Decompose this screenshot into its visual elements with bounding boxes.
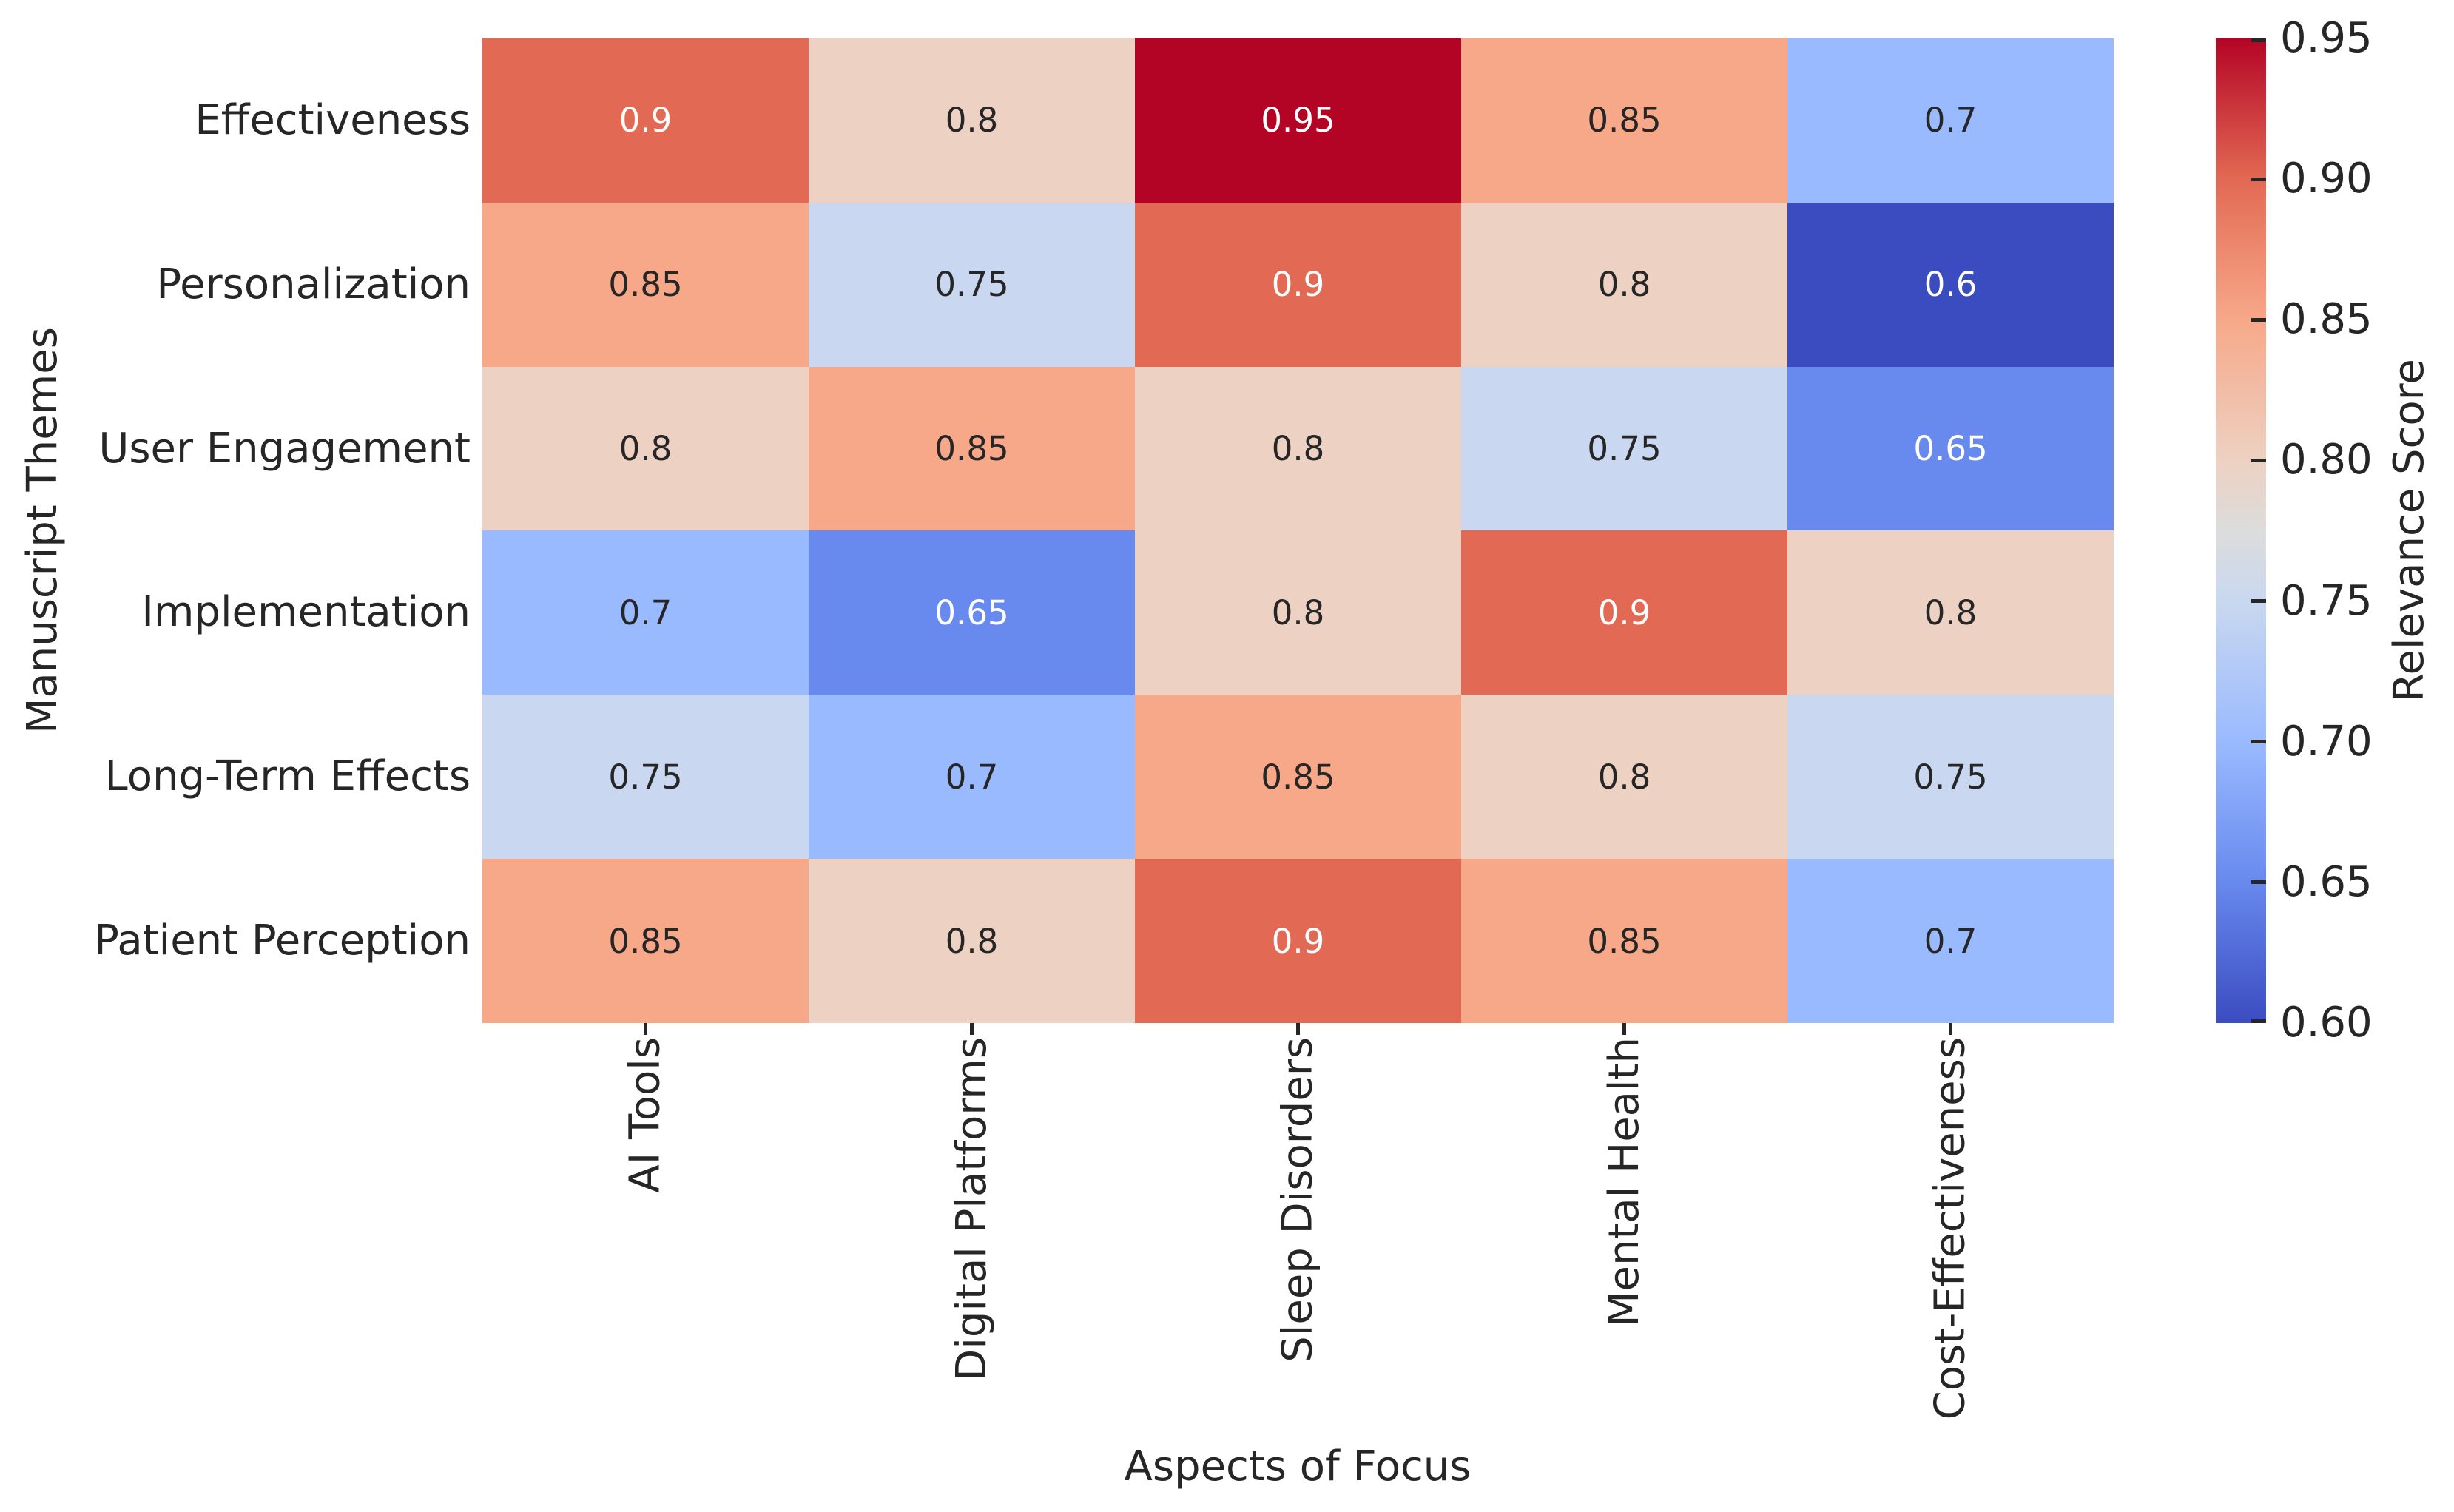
- heatmap-cell-1-0: 0.85: [482, 202, 809, 367]
- x-tick-mark: [1296, 1023, 1300, 1035]
- heatmap-cell-4-1: 0.7: [809, 695, 1135, 860]
- heatmap-cell-3-1: 0.65: [809, 530, 1135, 695]
- x-tick-label: Digital Platforms: [947, 1037, 996, 1381]
- y-tick-label: Implementation: [141, 588, 471, 637]
- heatmap-cell-4-4: 0.75: [1787, 695, 2114, 860]
- cell-value: 0.75: [1913, 757, 1988, 797]
- heatmap-cell-4-0: 0.75: [482, 695, 809, 860]
- x-tick-label: Mental Health: [1600, 1037, 1648, 1327]
- heatmap-cell-0-3: 0.85: [1461, 38, 1787, 203]
- cell-value: 0.9: [1597, 593, 1651, 632]
- cell-value: 0.85: [608, 265, 683, 305]
- heatmap-cell-2-0: 0.8: [482, 366, 809, 531]
- cell-value: 0.8: [945, 101, 999, 141]
- heatmap-cell-5-0: 0.85: [482, 859, 809, 1023]
- cell-value: 0.8: [1597, 265, 1651, 305]
- heatmap-cell-3-2: 0.8: [1135, 530, 1461, 695]
- colorbar-tick-mark: [2251, 458, 2266, 462]
- heatmap-cell-2-1: 0.85: [809, 366, 1135, 531]
- cell-value: 0.85: [1261, 757, 1335, 797]
- y-tick-label: Long-Term Effects: [104, 752, 471, 801]
- cell-value: 0.85: [608, 921, 683, 961]
- y-tick-label: Patient Perception: [94, 917, 471, 965]
- heatmap-cell-1-4: 0.6: [1787, 202, 2114, 367]
- colorbar-tick-mark: [2251, 1019, 2266, 1023]
- heatmap-cell-3-4: 0.8: [1787, 530, 2114, 695]
- cell-value: 0.6: [1924, 265, 1978, 305]
- cell-value: 0.75: [608, 757, 683, 797]
- x-tick-mark: [1622, 1023, 1626, 1035]
- heatmap-cell-2-3: 0.75: [1461, 366, 1787, 531]
- colorbar-tick-label: 0.80: [2280, 436, 2373, 485]
- colorbar-tick-mark: [2251, 38, 2266, 42]
- heatmap-cell-0-0: 0.9: [482, 38, 809, 203]
- colorbar-tick-label: 0.85: [2280, 295, 2373, 344]
- x-tick-label: Sleep Disorders: [1273, 1037, 1322, 1363]
- colorbar-tick-mark: [2251, 740, 2266, 744]
- y-tick-label: Personalization: [156, 260, 471, 308]
- cell-value: 0.8: [1597, 757, 1651, 797]
- heatmap-cell-0-4: 0.7: [1787, 38, 2114, 203]
- cell-value: 0.7: [945, 757, 999, 797]
- heatmap-cell-3-3: 0.9: [1461, 530, 1787, 695]
- cell-value: 0.8: [945, 921, 999, 961]
- heatmap-cell-0-1: 0.8: [809, 38, 1135, 203]
- cell-value: 0.9: [618, 101, 673, 141]
- colorbar-tick-mark: [2251, 599, 2266, 604]
- heatmap-cell-5-1: 0.8: [809, 859, 1135, 1023]
- cell-value: 0.7: [1924, 921, 1978, 961]
- heatmap-cell-2-4: 0.65: [1787, 366, 2114, 531]
- heatmap-cell-1-1: 0.75: [809, 202, 1135, 367]
- heatmap-cell-2-2: 0.8: [1135, 366, 1461, 531]
- colorbar-tick-label: 0.95: [2280, 14, 2373, 62]
- x-tick-label: AI Tools: [621, 1037, 670, 1193]
- x-tick-label: Cost-Effectiveness: [1926, 1037, 1975, 1420]
- x-tick-mark: [970, 1023, 974, 1035]
- cell-value: 0.8: [618, 429, 673, 469]
- heatmap-cell-5-4: 0.7: [1787, 859, 2114, 1023]
- cell-value: 0.85: [1587, 921, 1662, 961]
- cell-value: 0.85: [934, 429, 1009, 469]
- y-axis-title: Manuscript Themes: [18, 327, 67, 734]
- heatmap-cell-3-0: 0.7: [482, 530, 809, 695]
- heatmap-grid: 0.9 0.8 0.95 0.85 0.7 0.85 0.75 0.9 0.8 0.6 0.8 0.8…: [482, 38, 2114, 1023]
- heatmap-cell-5-3: 0.85: [1461, 859, 1787, 1023]
- heatmap-cell-1-2: 0.9: [1135, 202, 1461, 367]
- x-tick-mark: [644, 1023, 647, 1035]
- colorbar-tick-label: 0.65: [2280, 857, 2373, 906]
- heatmap-cell-5-2: 0.9: [1135, 859, 1461, 1023]
- colorbar-tick-label: 0.90: [2280, 155, 2373, 203]
- heatmap-cell-1-3: 0.8: [1461, 202, 1787, 367]
- cell-value: 0.9: [1271, 921, 1325, 961]
- heatmap-cell-4-3: 0.8: [1461, 695, 1787, 860]
- cell-value: 0.7: [1924, 101, 1978, 141]
- x-axis-title: Aspects of Focus: [1124, 1442, 1472, 1491]
- cell-value: 0.85: [1587, 101, 1662, 141]
- colorbar-tick-label: 0.60: [2280, 999, 2373, 1047]
- cell-value: 0.75: [1587, 429, 1662, 469]
- cell-value: 0.7: [618, 593, 673, 632]
- heatmap-cell-4-2: 0.85: [1135, 695, 1461, 860]
- colorbar-tick-mark: [2251, 177, 2266, 181]
- colorbar-gradient: [2216, 38, 2266, 1023]
- colorbar-tick-mark: [2251, 880, 2266, 885]
- y-tick-label: Effectiveness: [195, 95, 471, 144]
- cell-value: 0.75: [934, 265, 1009, 305]
- y-tick-label: User Engagement: [98, 424, 471, 473]
- colorbar-tick-label: 0.75: [2280, 576, 2373, 625]
- colorbar-tick-mark: [2251, 317, 2266, 322]
- cell-value: 0.8: [1924, 593, 1978, 632]
- colorbar-title: Relevance Score: [2385, 359, 2433, 702]
- cell-value: 0.65: [1913, 429, 1988, 469]
- x-tick-mark: [1949, 1023, 1952, 1035]
- heatmap-cell-0-2: 0.95: [1135, 38, 1461, 203]
- cell-value: 0.65: [934, 593, 1009, 632]
- cell-value: 0.8: [1271, 593, 1325, 632]
- cell-value: 0.8: [1271, 429, 1325, 469]
- cell-value: 0.95: [1261, 101, 1335, 141]
- cell-value: 0.9: [1271, 265, 1325, 305]
- colorbar-tick-label: 0.70: [2280, 717, 2373, 766]
